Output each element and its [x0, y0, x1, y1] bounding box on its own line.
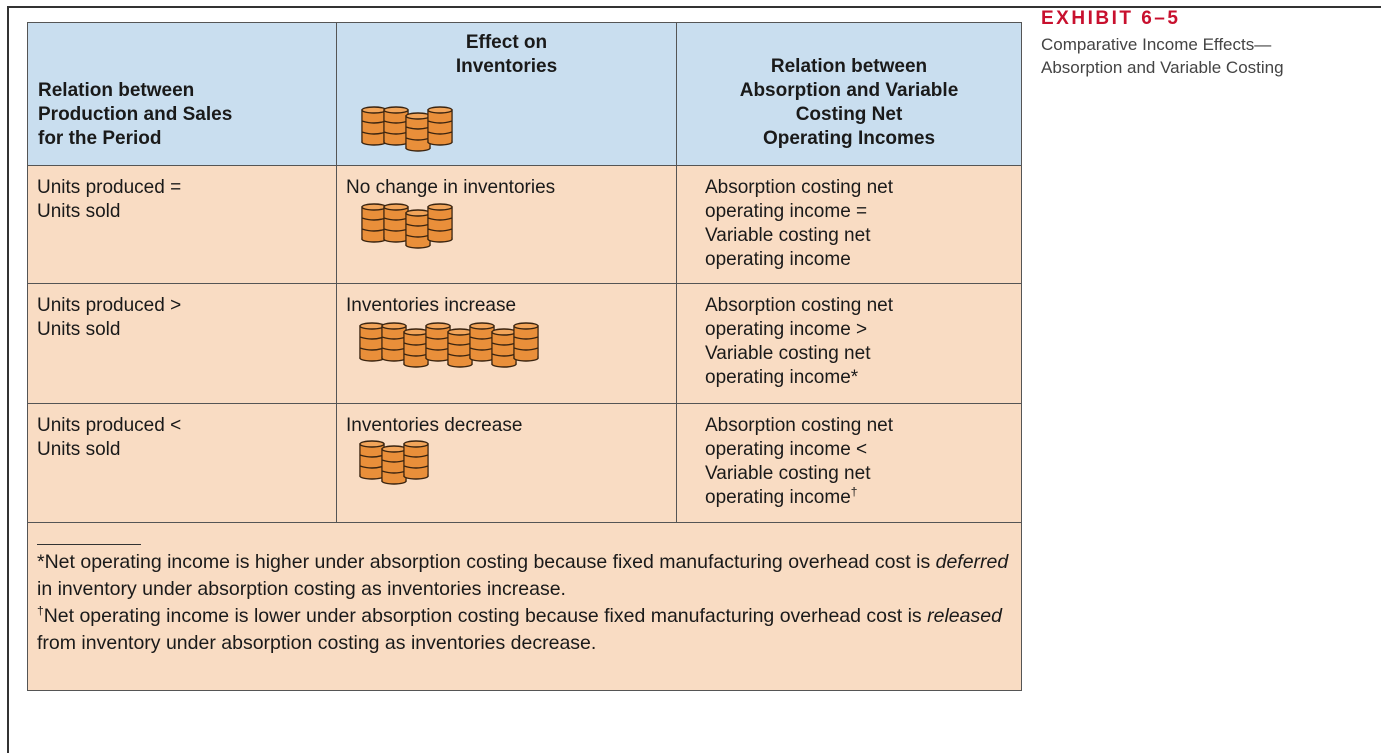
- cell-line: operating income: [705, 249, 851, 270]
- table-cell: Absorption costing net operating income >…: [676, 283, 1022, 404]
- footnote-text: in inventory under absorption costing as…: [37, 578, 566, 600]
- barrel-group: [361, 106, 453, 152]
- barrel: [427, 203, 453, 243]
- barrel: [469, 322, 495, 362]
- barrel: [513, 322, 539, 362]
- cell-line: Units produced =: [37, 177, 182, 198]
- cell-line: operating income*: [705, 367, 859, 388]
- header-line: Costing Net: [795, 104, 903, 125]
- barrel: [491, 328, 517, 368]
- cell-line: Variable costing net: [705, 463, 871, 484]
- barrel: [359, 440, 385, 480]
- cell-line: Inventories decrease: [346, 415, 523, 436]
- cell-text: No change in inventories: [346, 176, 555, 200]
- footnote-mark: †: [37, 603, 44, 618]
- header-line: for the Period: [38, 128, 162, 149]
- header-text: Effect on Inventories: [337, 31, 676, 79]
- cell-line: Absorption costing net: [705, 295, 894, 316]
- header-line: Relation between: [38, 80, 195, 101]
- cell-line: operating income >: [705, 319, 868, 340]
- table-cell: Units produced < Units sold: [27, 403, 337, 523]
- cell-text: Units produced = Units sold: [37, 176, 181, 224]
- header-cell: Relation between Absorption and Variable C…: [676, 22, 1022, 166]
- barrel-group: [361, 203, 453, 249]
- header-line: Inventories: [455, 56, 558, 77]
- barrel-group: [359, 440, 429, 485]
- barrel: [383, 106, 409, 146]
- footnote-text: Net operating income is lower under abso…: [43, 605, 928, 627]
- barrel: [405, 209, 431, 249]
- cell-line: Units sold: [37, 439, 121, 460]
- table-cell: Absorption costing net operating income <…: [676, 403, 1022, 523]
- barrels: [359, 106, 539, 485]
- barrel: [403, 328, 429, 368]
- cell-line: No change in inventories: [346, 177, 556, 198]
- cell-text: Inventories increase: [346, 294, 516, 318]
- table: Relation between Production and Sales for …: [27, 22, 1022, 691]
- barrel: [383, 203, 409, 243]
- footnotes: *Net operating income is higher under ab…: [37, 549, 1017, 657]
- header-text: Relation between Absorption and Variable C…: [677, 55, 1021, 151]
- barrel-group: [359, 322, 539, 368]
- barrel: [427, 106, 453, 146]
- cell-line: Absorption costing net: [705, 415, 894, 436]
- cell-text: Absorption costing net operating income >…: [705, 294, 893, 390]
- cell-line: operating income =: [705, 201, 868, 222]
- cell-text: Absorption costing net operating income =…: [705, 176, 893, 272]
- header-line: Effect on: [465, 32, 548, 53]
- cell-line: Absorption costing net: [705, 177, 894, 198]
- barrel: [403, 440, 429, 480]
- header-text: Relation between Production and Sales for …: [38, 79, 328, 151]
- header-line: Absorption and Variable: [739, 80, 959, 101]
- footnote-mark: †: [850, 484, 858, 499]
- frame-left: [7, 6, 9, 753]
- footnote-emphasis: deferred: [935, 551, 1009, 573]
- header-line: Relation between: [770, 56, 928, 77]
- table-cell: Units produced > Units sold: [27, 283, 337, 404]
- footnote: †Net operating income is lower under abs…: [37, 603, 1017, 657]
- cell-line: Units sold: [37, 319, 121, 340]
- cell-text: Inventories decrease: [346, 414, 522, 438]
- footnote-emphasis: released: [927, 605, 1002, 627]
- cell-text: Absorption costing net operating income <…: [705, 414, 893, 510]
- cell-line: Variable costing net: [705, 343, 871, 364]
- barrel: [381, 322, 407, 362]
- cell-line: operating income <: [705, 439, 868, 460]
- barrel: [359, 322, 385, 362]
- footnote-text: from inventory under absorption costing …: [37, 632, 597, 654]
- barrel: [361, 203, 387, 243]
- header-cell: Relation between Production and Sales for …: [27, 22, 337, 166]
- cell-line: operating income†: [705, 484, 858, 508]
- barrel: [381, 445, 407, 485]
- frame-top: [7, 6, 1381, 8]
- footnote-rule: [37, 544, 141, 545]
- barrel: [425, 322, 451, 362]
- barrel: [447, 328, 473, 368]
- table-cell: Units produced = Units sold: [27, 165, 337, 284]
- exhibit-label: EXHIBIT 6–5: [1041, 8, 1181, 29]
- cell-line: Units produced <: [37, 415, 182, 436]
- exhibit-title: Comparative Income Effects—Absorption an…: [1041, 35, 1284, 77]
- cell-line: Variable costing net: [705, 225, 871, 246]
- header-line: Operating Incomes: [762, 128, 936, 149]
- barrel: [405, 112, 431, 152]
- header-line: Production and Sales: [38, 104, 233, 125]
- table-cell: Absorption costing net operating income =…: [676, 165, 1022, 284]
- cell-text: Units produced > Units sold: [37, 294, 181, 342]
- footnote-text: *Net operating income is higher under ab…: [37, 551, 936, 573]
- barrel: [361, 106, 387, 146]
- cell-line: Inventories increase: [346, 295, 517, 316]
- cell-line: Units sold: [37, 201, 121, 222]
- cell-text: Units produced < Units sold: [37, 414, 181, 462]
- footnote-cell: *Net operating income is higher under ab…: [27, 522, 1022, 691]
- footnote: *Net operating income is higher under ab…: [37, 549, 1017, 603]
- cell-line: Units produced >: [37, 295, 182, 316]
